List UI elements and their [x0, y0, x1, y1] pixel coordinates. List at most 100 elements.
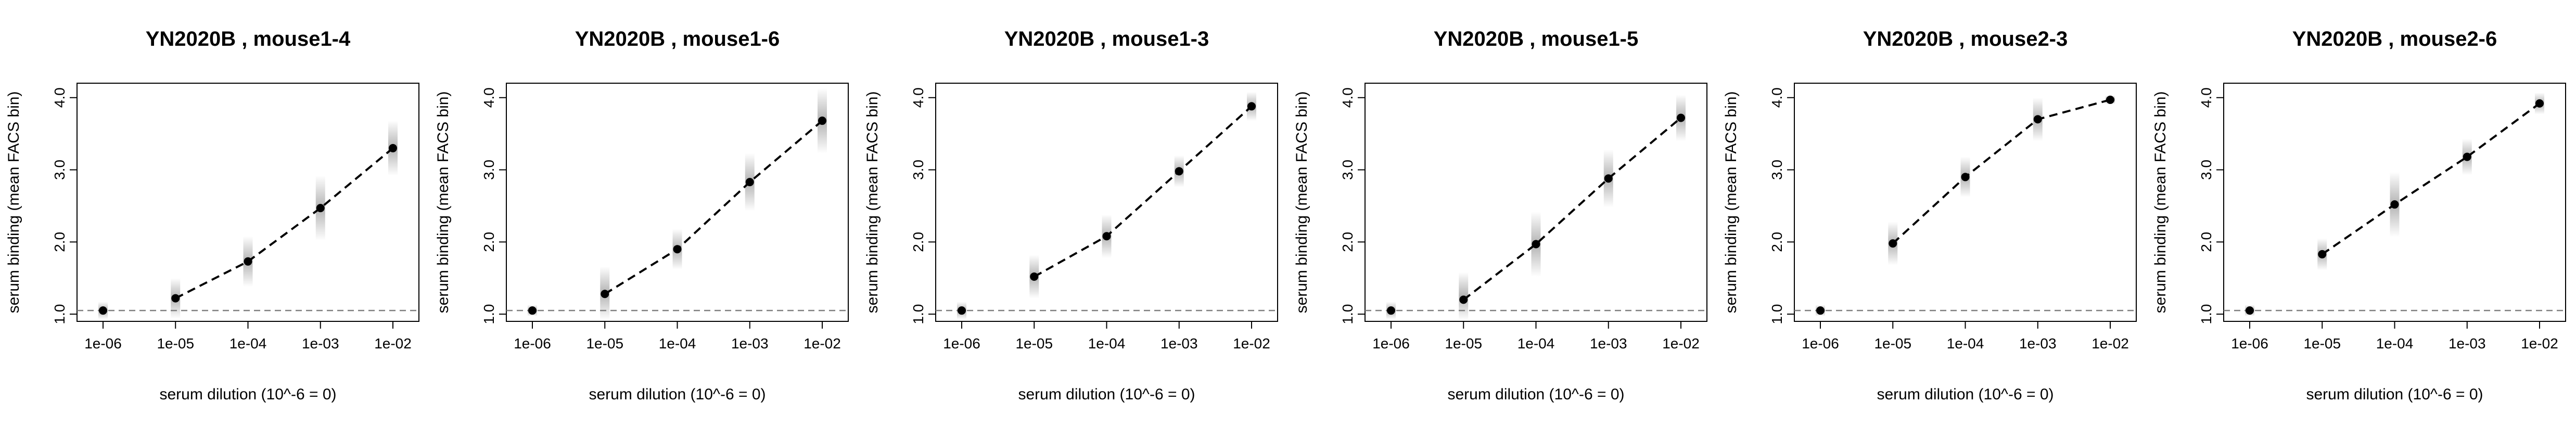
y-axis-label: serum binding (mean FACS bin) — [2152, 92, 2169, 314]
data-point — [2390, 200, 2399, 209]
chart-svg: YN2020B , mouse1-6 1e-06 1e-05 1e-04 1e-03 1e… — [435, 28, 849, 403]
plot-frame — [506, 83, 849, 322]
chart-panel: YN2020B , mouse1-5 1e-06 1e-05 1e-04 1e-03 1e… — [1288, 0, 1717, 429]
y-tick-label: 4.0 — [1340, 87, 1356, 108]
data-point — [316, 204, 325, 213]
x-tick-label: 1e-05 — [1445, 335, 1482, 352]
chart-svg: YN2020B , mouse1-5 1e-06 1e-05 1e-04 1e-03 1e… — [1293, 28, 1707, 403]
y-tick-label: 2.0 — [52, 232, 68, 252]
data-point — [1532, 240, 1540, 249]
x-axis-label: serum dilution (10^-6 = 0) — [1018, 386, 1195, 403]
x-tick-label: 1e-06 — [2231, 335, 2268, 352]
chart-title: YN2020B , mouse1-4 — [146, 28, 351, 50]
x-tick-label: 1e-04 — [1088, 335, 1126, 352]
x-tick-label: 1e-06 — [1372, 335, 1410, 352]
x-tick-label: 1e-02 — [1662, 335, 1700, 352]
x-tick-label: 1e-02 — [374, 335, 412, 352]
y-tick-label: 2.0 — [2198, 232, 2214, 252]
x-tick-label: 1e-03 — [731, 335, 769, 352]
data-point — [673, 245, 682, 254]
chart-title: YN2020B , mouse2-6 — [2292, 28, 2497, 50]
data-point — [171, 294, 180, 303]
chart-panel: YN2020B , mouse2-3 1e-06 1e-05 1e-04 1e-03 1e… — [1717, 0, 2147, 429]
x-axis-label: serum dilution (10^-6 = 0) — [1877, 386, 2054, 403]
y-axis-label: serum binding (mean FACS bin) — [864, 92, 881, 314]
y-tick-label: 3.0 — [481, 160, 497, 180]
y-axis-label: serum binding (mean FACS bin) — [1293, 92, 1310, 314]
y-tick-label: 4.0 — [481, 87, 497, 108]
y-tick-label: 1.0 — [1340, 304, 1356, 324]
x-tick-label: 1e-03 — [2449, 335, 2486, 352]
y-tick-label: 4.0 — [52, 87, 68, 108]
data-point — [1459, 295, 1468, 304]
series-line — [1892, 98, 2111, 244]
data-point — [1889, 239, 1897, 248]
data-point — [1604, 174, 1613, 183]
plot-frame — [1794, 83, 2137, 322]
data-point — [818, 116, 826, 125]
x-axis-label: serum dilution (10^-6 = 0) — [2306, 386, 2483, 403]
data-point — [1102, 232, 1111, 241]
y-tick-label: 3.0 — [1769, 160, 1785, 180]
series-line — [1463, 117, 1682, 301]
y-axis-label: serum binding (mean FACS bin) — [1723, 92, 1740, 314]
data-point — [1175, 167, 1183, 176]
y-tick-label: 1.0 — [52, 304, 68, 324]
data-point — [244, 257, 252, 266]
y-tick-label: 2.0 — [1340, 232, 1356, 252]
data-point — [1387, 306, 1395, 315]
y-tick-label: 1.0 — [2198, 304, 2214, 324]
x-tick-label: 1e-05 — [1874, 335, 1911, 352]
chart-svg: YN2020B , mouse1-4 1e-06 1e-05 1e-04 1e-03 1e… — [5, 28, 419, 403]
y-tick-label: 4.0 — [1769, 87, 1785, 108]
x-tick-label: 1e-03 — [1590, 335, 1627, 352]
x-tick-label: 1e-06 — [514, 335, 551, 352]
series-line — [2322, 102, 2541, 255]
data-point — [1247, 102, 1256, 111]
x-tick-label: 1e-02 — [1233, 335, 1270, 352]
x-tick-label: 1e-02 — [2521, 335, 2558, 352]
x-tick-label: 1e-04 — [659, 335, 696, 352]
y-tick-label: 4.0 — [2198, 87, 2214, 108]
plot-frame — [1364, 83, 1707, 322]
chart-title: YN2020B , mouse2-3 — [1863, 28, 2068, 50]
x-tick-label: 1e-05 — [2303, 335, 2341, 352]
y-tick-label: 3.0 — [2198, 160, 2214, 180]
data-point — [528, 306, 537, 315]
chart-title: YN2020B , mouse1-5 — [1434, 28, 1639, 50]
y-tick-label: 3.0 — [1340, 160, 1356, 180]
x-tick-label: 1e-06 — [84, 335, 122, 352]
x-axis-label: serum dilution (10^-6 = 0) — [159, 386, 336, 403]
chart-svg: YN2020B , mouse2-3 1e-06 1e-05 1e-04 1e-03 1e… — [1723, 28, 2137, 403]
x-axis-label: serum dilution (10^-6 = 0) — [589, 386, 766, 403]
x-tick-label: 1e-06 — [943, 335, 980, 352]
chart-title: YN2020B , mouse1-6 — [575, 28, 780, 50]
series-line — [1034, 105, 1253, 278]
x-axis-label: serum dilution (10^-6 = 0) — [1447, 386, 1624, 403]
x-tick-label: 1e-04 — [229, 335, 267, 352]
chart-panel: YN2020B , mouse2-6 1e-06 1e-05 1e-04 1e-03 1e… — [2147, 0, 2576, 429]
x-tick-label: 1e-03 — [302, 335, 339, 352]
data-point — [1816, 306, 1825, 315]
data-point — [958, 306, 966, 315]
chart-svg: YN2020B , mouse2-6 1e-06 1e-05 1e-04 1e-03 1e… — [2152, 28, 2566, 403]
data-point — [2246, 306, 2254, 315]
x-tick-label: 1e-05 — [157, 335, 194, 352]
y-tick-label: 1.0 — [910, 304, 926, 324]
y-tick-label: 3.0 — [910, 160, 926, 180]
data-point — [2463, 152, 2471, 161]
y-tick-label: 2.0 — [910, 232, 926, 252]
y-tick-label: 3.0 — [52, 160, 68, 180]
data-point — [389, 144, 397, 152]
x-tick-label: 1e-04 — [1947, 335, 1984, 352]
data-point — [2106, 95, 2114, 104]
chart-panel: YN2020B , mouse1-6 1e-06 1e-05 1e-04 1e-03 1e… — [429, 0, 859, 429]
x-tick-label: 1e-03 — [1161, 335, 1198, 352]
chart-svg: YN2020B , mouse1-3 1e-06 1e-05 1e-04 1e-03 1e… — [864, 28, 1278, 403]
data-point — [2535, 99, 2544, 108]
x-tick-label: 1e-02 — [2092, 335, 2129, 352]
y-axis-label: serum binding (mean FACS bin) — [435, 92, 452, 314]
x-tick-label: 1e-05 — [1015, 335, 1053, 352]
data-point — [99, 306, 107, 315]
